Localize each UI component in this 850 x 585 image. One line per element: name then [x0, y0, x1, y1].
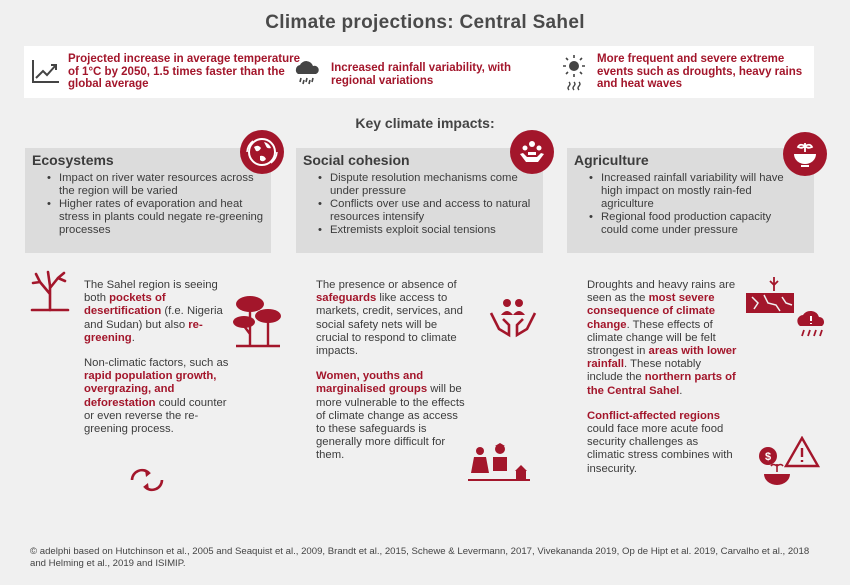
- conflict-regions-paragraph: Conflict-affected regions could face mor…: [587, 410, 737, 476]
- agriculture-bullets: Increased rainfall variability will have…: [589, 172, 794, 237]
- col3-text: Droughts and heavy rains are seen as the…: [587, 279, 737, 488]
- text-run: Non-climatic factors, such as: [84, 357, 229, 370]
- safeguards-paragraph: The presence or absence of safeguards li…: [316, 279, 466, 358]
- highlight: Women, youths and marginalised groups: [316, 370, 428, 396]
- highlight: Conflict-affected regions: [587, 409, 721, 422]
- food-insecurity-icon: $: [754, 436, 820, 488]
- bullet: Dispute resolution mechanisms come under…: [318, 172, 538, 198]
- handshake-icon: [510, 130, 554, 174]
- ecosystems-panel: Ecosystems Impact on river water resourc…: [25, 148, 271, 253]
- bullet: Impact on river water resources across t…: [47, 172, 265, 198]
- highlight: safeguards: [316, 292, 377, 305]
- text-run: The Sahel region is seeing both: [84, 279, 218, 305]
- sun-heat-icon: [561, 54, 587, 94]
- desertification-paragraph: The Sahel region is seeing both pockets …: [84, 279, 234, 345]
- ecosystems-bullets: Impact on river water resources across t…: [47, 172, 265, 237]
- highlight: rapid population growth, overgrazing, an…: [84, 370, 217, 409]
- trend-chart-icon: [31, 58, 61, 84]
- non-climatic-paragraph: Non-climatic factors, such as rapid popu…: [84, 357, 234, 436]
- projections-bar: Projected increase in average temperatur…: [24, 46, 814, 98]
- regreening-cycle-icon: [126, 464, 168, 496]
- social-cohesion-bullets: Dispute resolution mechanisms come under…: [318, 172, 538, 237]
- ecosystem-globe-icon: [240, 130, 284, 174]
- highlight: pockets of desertification: [84, 292, 166, 318]
- text-run: . These effects of climate change will b…: [587, 318, 716, 358]
- crop-bowl-icon: [783, 132, 827, 176]
- svg-text:$: $: [765, 451, 771, 463]
- col2-text: The presence or absence of safeguards li…: [316, 279, 466, 475]
- family-house-icon: [468, 443, 530, 483]
- storm-cloud-icon: [794, 306, 830, 342]
- highlight: most severe consequence of climate chang…: [587, 292, 716, 331]
- dead-tree-icon: [28, 268, 72, 312]
- trees-icon: [230, 292, 284, 348]
- agriculture-title: Agriculture: [574, 152, 649, 168]
- extreme-events-projection: More frequent and severe extreme events …: [597, 53, 803, 90]
- highlight: re-greening: [84, 318, 203, 344]
- text-run: Droughts and heavy rains are seen as the: [587, 279, 736, 305]
- cracked-ground-icon: [744, 275, 796, 315]
- temperature-projection: Projected increase in average temperatur…: [68, 53, 301, 90]
- bullet: Regional food production capacity could …: [589, 211, 794, 237]
- source-footer: © adelphi based on Hutchinson et al., 20…: [30, 546, 810, 569]
- agriculture-panel: Agriculture Increased rainfall variabili…: [567, 148, 814, 253]
- text-run: . These notably include the: [587, 358, 702, 384]
- text-run: could counter or even reverse the re-gre…: [84, 396, 227, 436]
- text-run: (f.e. Nigeria and Sudan) but also: [84, 305, 223, 331]
- text-run: could face more acute food security chal…: [587, 423, 733, 475]
- text-run: like access to markets, credit, services…: [316, 292, 463, 358]
- bullet: Increased rainfall variability will have…: [589, 172, 794, 211]
- social-cohesion-title: Social cohesion: [303, 152, 410, 168]
- text-run: .: [131, 331, 135, 344]
- droughts-paragraph: Droughts and heavy rains are seen as the…: [587, 279, 737, 398]
- col1-text: The Sahel region is seeing both pockets …: [84, 279, 234, 448]
- text-run: will be more vulnerable to the effects o…: [316, 383, 465, 462]
- social-cohesion-panel: Social cohesion Dispute resolution mecha…: [296, 148, 543, 253]
- hands-people-icon: [488, 295, 538, 339]
- ecosystems-title: Ecosystems: [32, 152, 114, 168]
- bullet: Conflicts over use and access to natural…: [318, 198, 538, 224]
- highlight: northern parts of the Central Sahel: [587, 371, 736, 397]
- bullet: Higher rates of evaporation and heat str…: [47, 198, 265, 237]
- text-run: .: [679, 384, 683, 397]
- vulnerable-groups-paragraph: Women, youths and marginalised groups wi…: [316, 370, 466, 462]
- bullet: Extremists exploit social tensions: [318, 224, 538, 237]
- page-title: Climate projections: Central Sahel: [265, 12, 585, 33]
- rain-cloud-icon: [292, 58, 322, 86]
- highlight: areas with lower rainfall: [587, 345, 737, 371]
- key-impacts-heading: Key climate impacts:: [355, 115, 495, 131]
- text-run: The presence or absence of: [316, 279, 457, 291]
- rainfall-projection: Increased rainfall variability, with reg…: [331, 62, 512, 87]
